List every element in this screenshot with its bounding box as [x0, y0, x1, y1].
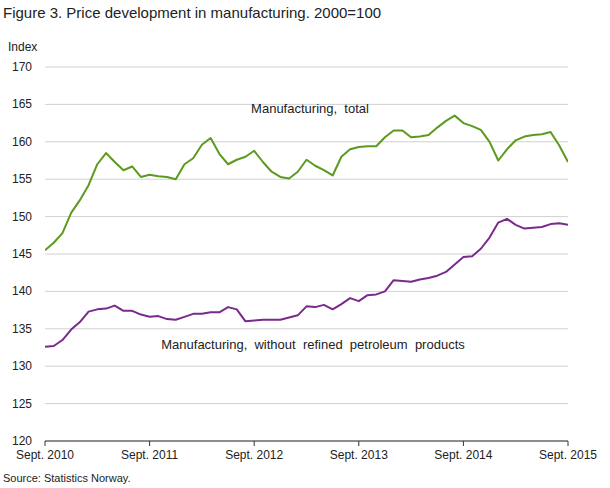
grid-line: [45, 216, 568, 217]
y-tick-label: 145: [12, 247, 32, 261]
grid-line: [45, 254, 568, 255]
grid-line: [45, 441, 568, 442]
grid-line: [45, 328, 568, 329]
y-tick-label: 125: [12, 397, 32, 411]
series-label: Manufacturing, total: [251, 101, 369, 116]
x-tick: [358, 441, 359, 446]
y-tick-label: 165: [12, 97, 32, 111]
x-tick: [45, 441, 46, 446]
grid-line: [45, 67, 568, 68]
x-tick: [149, 441, 150, 446]
y-tick-label: 120: [12, 434, 32, 448]
source: Source: Statistics Norway.: [3, 472, 131, 484]
y-tick-label: 170: [12, 60, 32, 74]
x-tick-label: Sept. 2012: [225, 448, 283, 462]
y-tick-label: 135: [12, 322, 32, 336]
x-tick: [463, 441, 464, 446]
grid-line: [45, 366, 568, 367]
x-tick-label: Sept. 2015: [539, 448, 597, 462]
y-tick-label: 150: [12, 210, 32, 224]
series-line: [45, 219, 568, 347]
grid-line: [45, 291, 568, 292]
x-tick-label: Sept. 2011: [121, 448, 178, 462]
series-label: Manufacturing, without refined petroleum…: [161, 337, 465, 352]
chart: Figure 3. Price development in manufactu…: [0, 0, 610, 488]
plot-area: [45, 116, 568, 347]
grid-line: [45, 179, 568, 180]
x-tick: [254, 441, 255, 446]
grid-line: [45, 403, 568, 404]
x-tick: [568, 441, 569, 446]
y-label: Index: [8, 40, 37, 54]
y-tick-label: 130: [12, 359, 32, 373]
x-axis: [45, 441, 568, 442]
y-tick-label: 160: [12, 135, 32, 149]
x-tick-label: Sept. 2010: [16, 448, 74, 462]
y-tick-label: 155: [12, 172, 32, 186]
y-tick-label: 140: [12, 284, 32, 298]
x-tick-label: Sept. 2014: [434, 448, 492, 462]
title: Figure 3. Price development in manufactu…: [3, 4, 381, 21]
series-line: [45, 116, 568, 251]
x-tick-label: Sept. 2013: [330, 448, 388, 462]
